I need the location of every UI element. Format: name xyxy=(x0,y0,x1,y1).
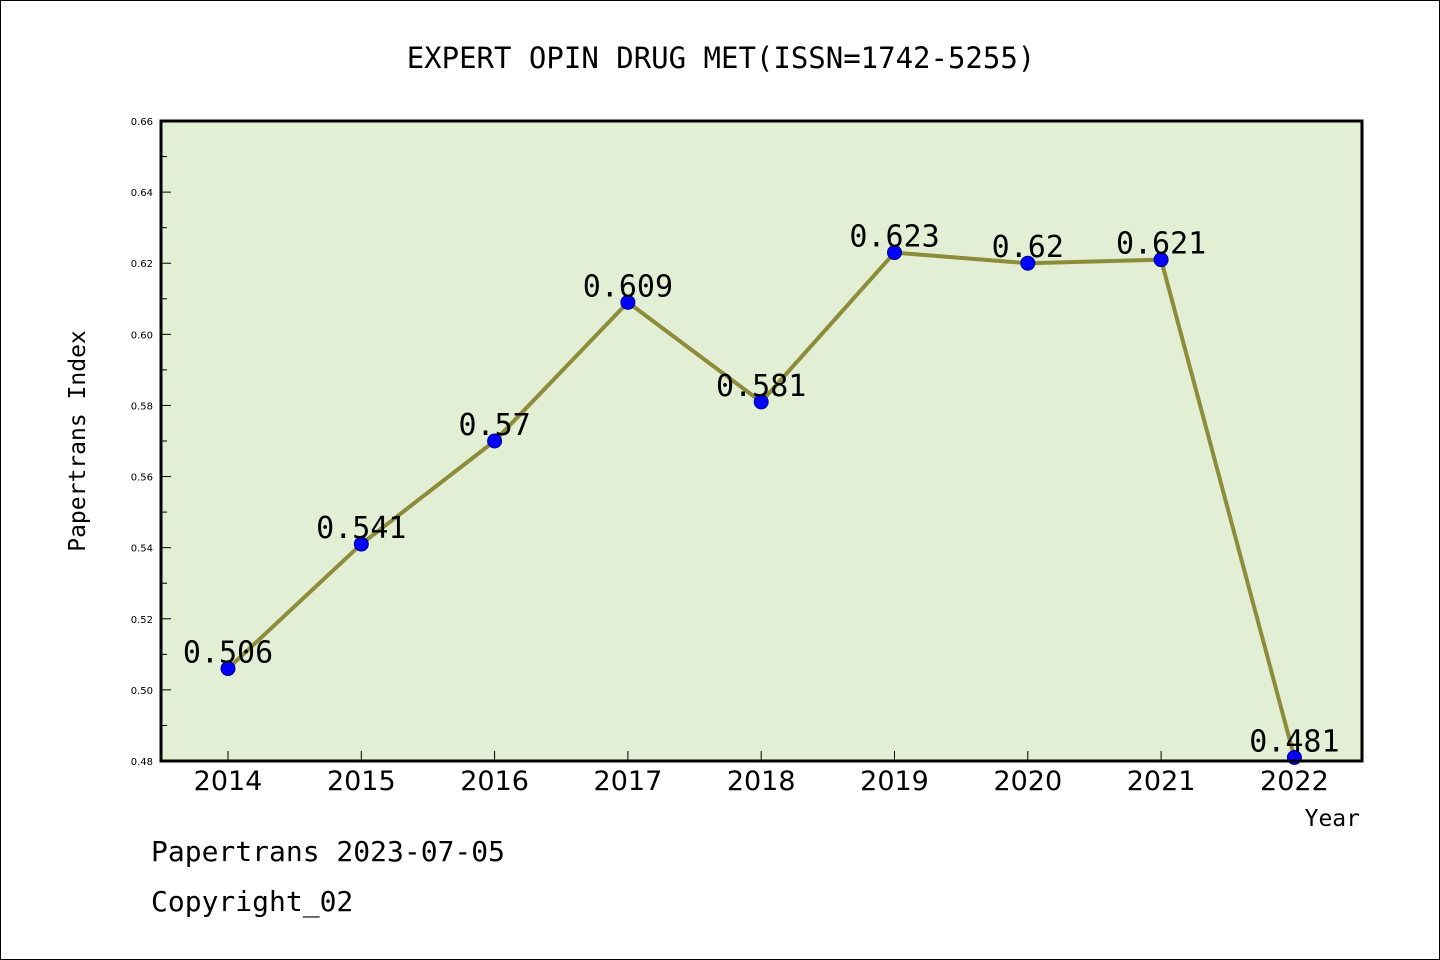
data-point-2018 xyxy=(753,394,769,410)
y-tick-label: 0.58 xyxy=(131,401,153,412)
data-point-2019 xyxy=(887,245,902,261)
data-label-2018: 0.581 xyxy=(716,369,806,404)
y-tick-label: 0.66 xyxy=(131,117,153,128)
x-tick-label: 2019 xyxy=(860,766,929,797)
y-tick-label: 0.50 xyxy=(131,686,153,697)
y-tick-label: 0.52 xyxy=(131,615,153,626)
x-tick-label: 2021 xyxy=(1127,766,1196,797)
y-tick-label: 0.48 xyxy=(131,757,153,768)
y-axis-ticks: 0.48 0.50 0.52 0.54 0.56 0.58 0.60 0.62 0.64 0.66 xyxy=(131,117,171,768)
y-tick-label: 0.62 xyxy=(131,259,153,270)
data-label-2020: 0.62 xyxy=(992,230,1064,265)
data-label-2022: 0.481 xyxy=(1249,724,1339,759)
data-label-2015: 0.541 xyxy=(316,511,406,546)
x-tick-label: 2014 xyxy=(194,766,263,797)
plot-frame xyxy=(159,119,1364,763)
data-label-2019: 0.623 xyxy=(849,220,939,255)
data-point-2017 xyxy=(620,294,636,310)
data-point-2016 xyxy=(487,433,503,449)
data-point-2021 xyxy=(1153,252,1169,268)
x-tick-label: 2017 xyxy=(594,766,663,797)
y-tick-label: 0.64 xyxy=(131,188,153,199)
y-axis-label: Papertrans Index xyxy=(65,330,91,552)
x-tick-label: 2016 xyxy=(460,766,529,797)
data-labels: 0.506 0.541 0.57 0.609 0.581 0.623 0.62 0.621 0.… xyxy=(183,220,1340,760)
x-tick-label: 2018 xyxy=(727,766,796,797)
data-label-2021: 0.621 xyxy=(1116,227,1206,262)
y-tick-label: 0.60 xyxy=(131,330,153,341)
footer-date: Papertrans 2023-07-05 xyxy=(151,835,506,868)
x-tick-label: 2020 xyxy=(993,766,1062,797)
data-point-2015 xyxy=(353,536,369,552)
footer-copyright: Copyright_02 xyxy=(151,885,354,918)
x-tick-label: 2015 xyxy=(327,766,396,797)
data-label-2017: 0.609 xyxy=(583,269,673,304)
y-tick-label: 0.54 xyxy=(131,544,153,555)
data-point-2014 xyxy=(220,661,236,677)
x-axis-ticks: 2014 2015 2016 2017 2018 2019 2020 2021 2022 xyxy=(194,751,1329,797)
chart-title: EXPERT OPIN DRUG MET(ISSN=1742-5255) xyxy=(407,41,1036,75)
x-tick-label: 2022 xyxy=(1260,766,1329,797)
plot-area xyxy=(161,121,1362,761)
data-label-2016: 0.57 xyxy=(458,408,530,443)
data-markers xyxy=(220,245,1302,765)
y-tick-label: 0.56 xyxy=(131,473,153,484)
data-label-2014: 0.506 xyxy=(183,636,273,671)
x-axis-label: Year xyxy=(1305,806,1360,832)
data-point-2020 xyxy=(1020,255,1036,271)
